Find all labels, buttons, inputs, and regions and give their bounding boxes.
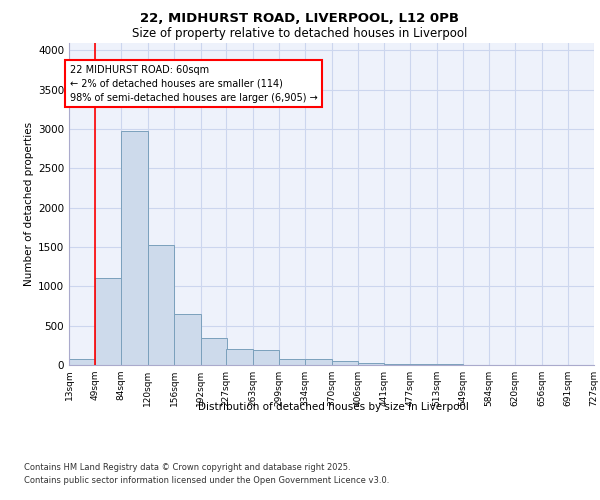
Bar xyxy=(410,364,437,365)
Bar xyxy=(358,364,385,365)
Bar xyxy=(148,244,174,365)
Bar xyxy=(69,359,95,365)
Bar xyxy=(279,358,306,365)
Text: 22 MIDHURST ROAD: 60sqm
← 2% of detached houses are smaller (114)
98% of semi-de: 22 MIDHURST ROAD: 60sqm ← 2% of detached… xyxy=(70,64,317,102)
Text: Contains public sector information licensed under the Open Government Licence v3: Contains public sector information licen… xyxy=(24,476,389,485)
Bar xyxy=(331,360,358,365)
Bar xyxy=(174,314,200,365)
Text: 22, MIDHURST ROAD, LIVERPOOL, L12 0PB: 22, MIDHURST ROAD, LIVERPOOL, L12 0PB xyxy=(140,12,460,26)
Bar xyxy=(305,358,331,365)
Bar xyxy=(95,278,122,365)
Bar xyxy=(121,132,148,365)
Bar xyxy=(226,350,253,365)
Bar xyxy=(253,350,279,365)
Text: Size of property relative to detached houses in Liverpool: Size of property relative to detached ho… xyxy=(133,28,467,40)
Text: Distribution of detached houses by size in Liverpool: Distribution of detached houses by size … xyxy=(197,402,469,412)
Bar xyxy=(200,338,227,365)
Y-axis label: Number of detached properties: Number of detached properties xyxy=(24,122,34,286)
Text: Contains HM Land Registry data © Crown copyright and database right 2025.: Contains HM Land Registry data © Crown c… xyxy=(24,462,350,471)
Bar xyxy=(437,364,463,365)
Bar xyxy=(384,364,410,365)
